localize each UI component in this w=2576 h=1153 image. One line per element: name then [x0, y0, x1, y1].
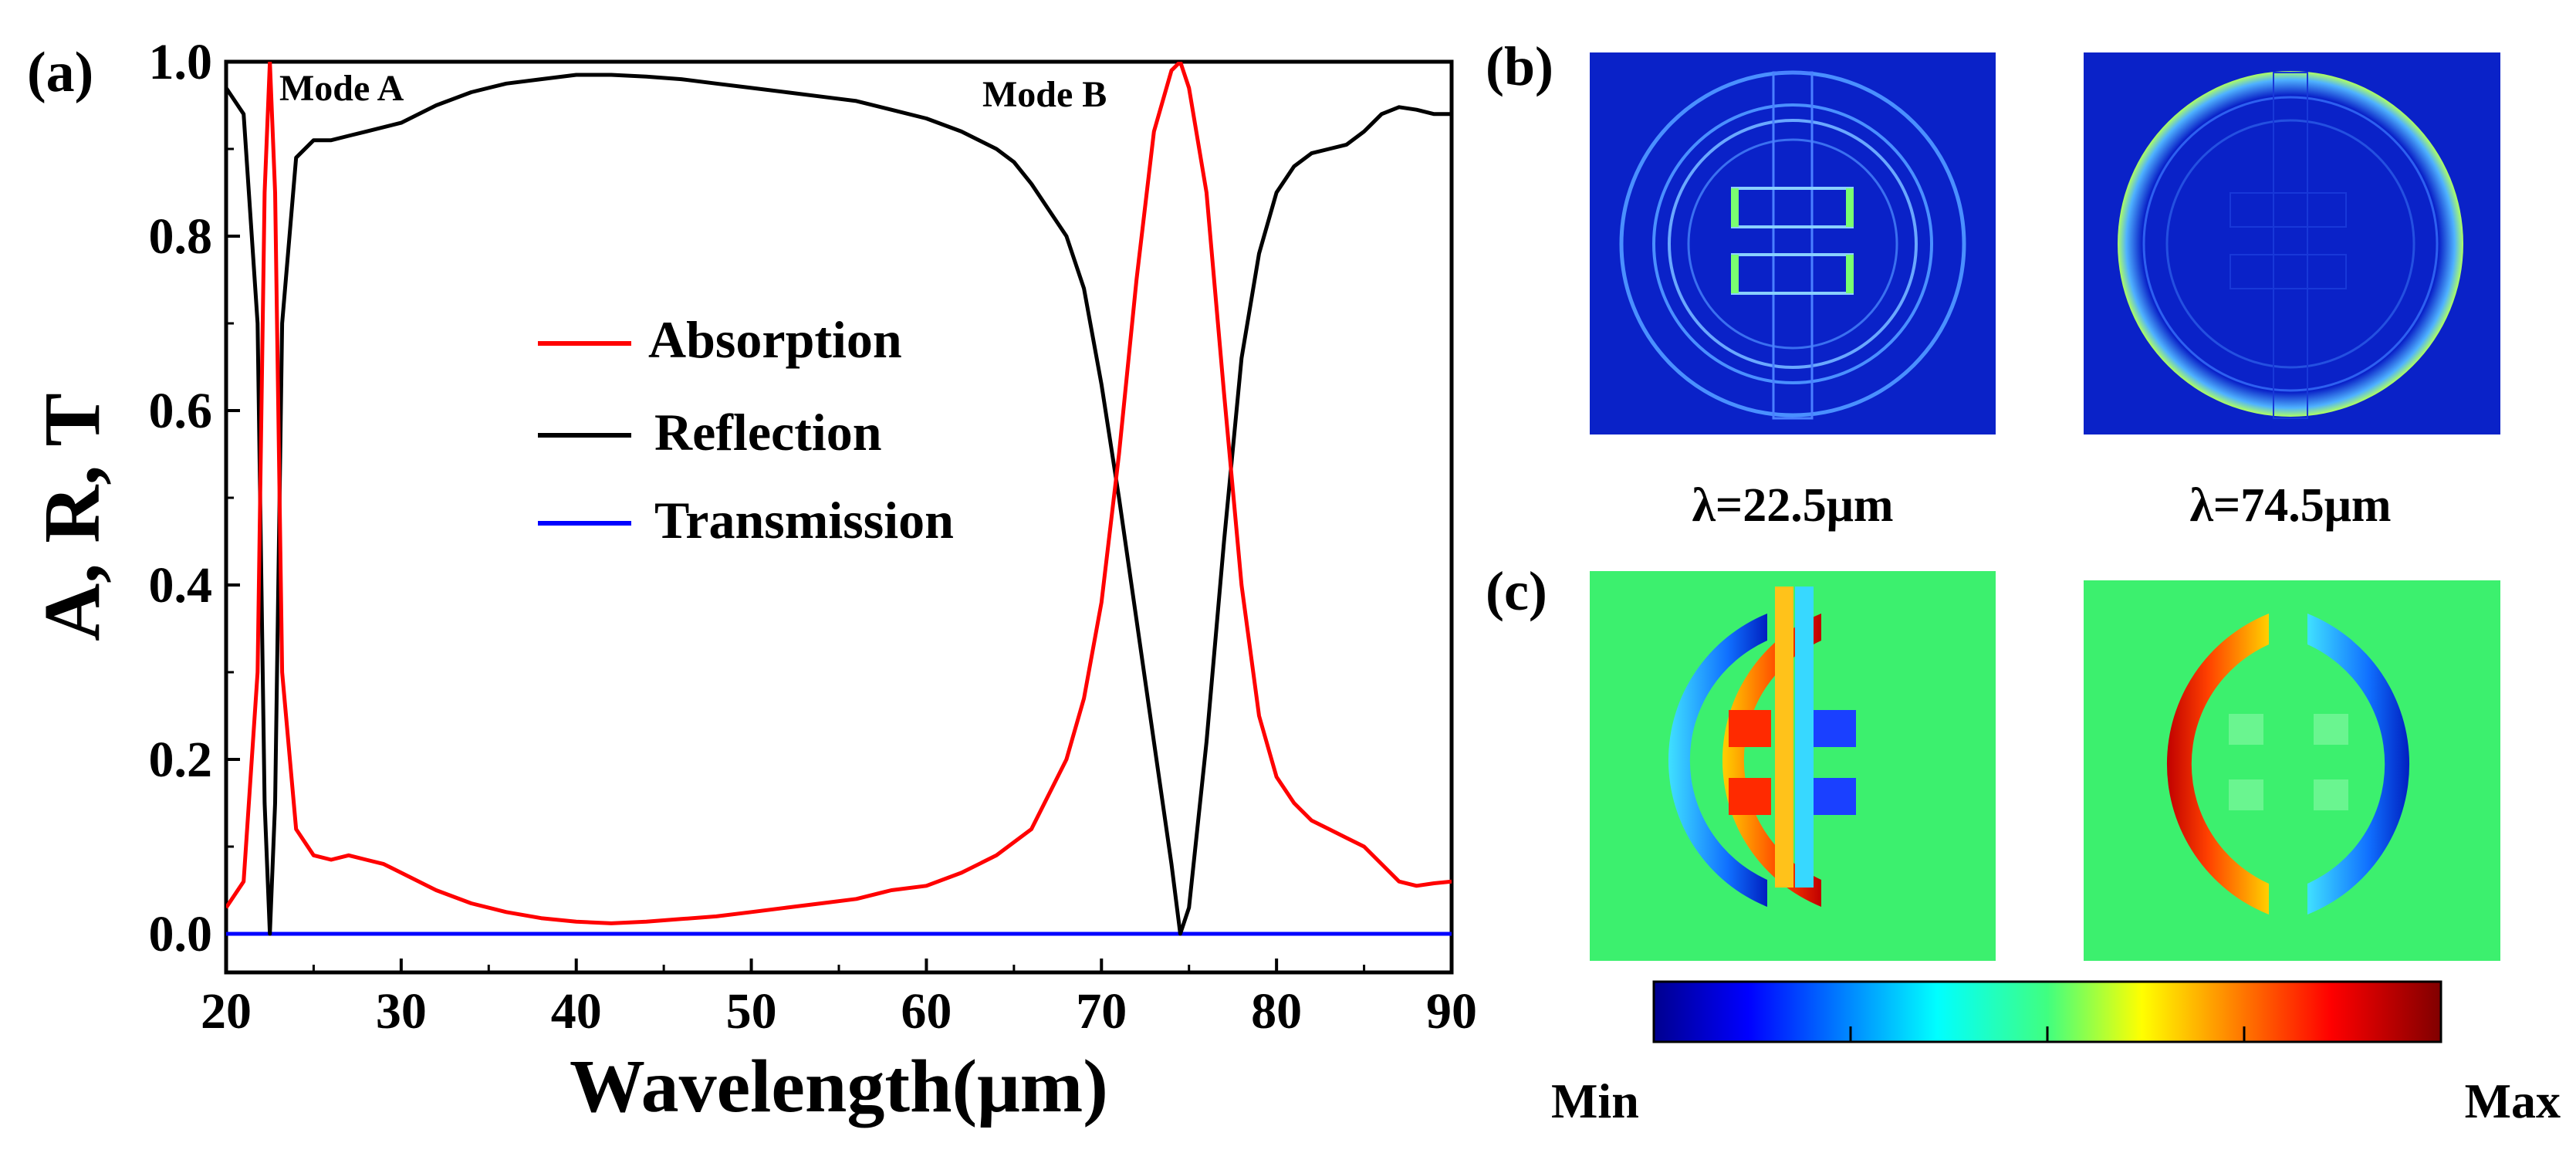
crossbar-right-lower — [1814, 778, 1856, 815]
legend-label-reflection: Reflection — [654, 403, 882, 462]
y-tick-label: 0.4 — [149, 557, 213, 614]
x-tick-label: 80 — [1251, 983, 1302, 1040]
left-crescent — [2166, 614, 2269, 915]
mode-a-annotation: Mode A — [279, 68, 404, 109]
x-axis-title: Wavelength(μm) — [570, 1045, 1108, 1128]
y-axis-ticks — [226, 60, 240, 935]
right-crescent — [1722, 614, 1821, 907]
crossbar-left-upper — [2229, 714, 2263, 745]
y-axis-title: A, R, T — [28, 393, 117, 641]
hotspot — [1731, 188, 1739, 227]
crossbar-left-upper — [1729, 710, 1771, 747]
left-crescent — [1668, 614, 1767, 907]
colorbar-min-label: Min — [1551, 1074, 1639, 1128]
center-bar — [2273, 72, 2308, 419]
field-map-background — [1590, 52, 1996, 434]
crossbar-left-lower — [2229, 779, 2263, 810]
y-tick-label: 0.6 — [149, 383, 213, 439]
crossbar-right-upper — [1814, 710, 1856, 747]
x-tick-label: 60 — [901, 983, 952, 1040]
colorbar-max-label: Max — [2465, 1074, 2561, 1128]
center-bar-right — [1795, 587, 1814, 888]
center-bar — [1772, 71, 1814, 420]
panel-a-label: (a) — [27, 41, 93, 104]
field-map-panel-b: (b) λ=22.5μm λ=74.5μm — [1486, 36, 2500, 532]
right-crescent — [2307, 614, 2410, 915]
x-tick-label: 50 — [726, 983, 777, 1040]
y-axis-tick-labels: 0.0 0.2 0.4 0.6 0.8 1.0 — [149, 34, 213, 962]
series-line-absorption — [226, 62, 1452, 925]
crossbar-left-lower — [1729, 778, 1771, 815]
panel-b-label: (b) — [1486, 36, 1553, 97]
x-tick-label: 70 — [1076, 983, 1127, 1040]
crossbar-lower — [2229, 254, 2347, 289]
hotspot — [1846, 188, 1854, 227]
panel-c-label: (c) — [1486, 560, 1547, 622]
inner-ring-inner-edge — [1687, 138, 1898, 350]
legend-label-absorption: Absorption — [648, 310, 902, 369]
mode-b-annotation: Mode B — [982, 74, 1107, 115]
crossbar-right-upper — [2314, 714, 2348, 745]
y-tick-label: 1.0 — [149, 34, 213, 90]
x-tick-label: 30 — [376, 983, 427, 1040]
spectrum-chart: (a) 20 30 40 50 60 70 80 90 0.00.20.40.60.81.0 … — [27, 34, 1477, 1128]
x-axis-tick-labels: 20 30 40 50 60 70 80 90 — [201, 983, 1477, 1040]
inner-ring-outer-edge — [1668, 119, 1918, 369]
wavelength-label-mode-a: λ=22.5μm — [1692, 479, 1893, 532]
legend-label-transmission: Transmission — [654, 491, 954, 549]
hotspot — [1846, 255, 1854, 293]
charge-map-background — [2084, 580, 2500, 961]
center-bar-left — [1775, 587, 1793, 888]
x-tick-label: 90 — [1426, 983, 1477, 1040]
x-tick-label: 40 — [551, 983, 602, 1040]
hotspot — [1731, 255, 1739, 293]
chart-legend: Absorption Reflection Transmission — [538, 310, 954, 549]
crossbar-right-lower — [2314, 779, 2348, 810]
series-layer — [226, 62, 1452, 936]
field-map-mode-b — [2084, 52, 2500, 434]
field-map-panel-c: (c) Min — [1486, 560, 2561, 1128]
y-tick-label: 0.2 — [149, 732, 213, 788]
field-map-mode-a — [1590, 52, 1996, 434]
crossbar-upper — [2229, 192, 2347, 228]
outer-ring-inner-edge — [2142, 96, 2439, 392]
series-line-reflection — [226, 73, 1452, 936]
x-axis-ticks — [225, 959, 1453, 972]
charge-map-mode-b — [2084, 580, 2500, 961]
wavelength-label-mode-b: λ=74.5μm — [2189, 479, 2391, 532]
y-tick-label: 0.8 — [149, 208, 213, 265]
x-tick-label: 20 — [201, 983, 252, 1040]
charge-map-mode-a — [1590, 571, 1996, 961]
y-tick-label: 0.0 — [149, 906, 213, 962]
outer-ring-inner-edge — [1652, 103, 1933, 384]
inner-ring — [2165, 119, 2415, 369]
